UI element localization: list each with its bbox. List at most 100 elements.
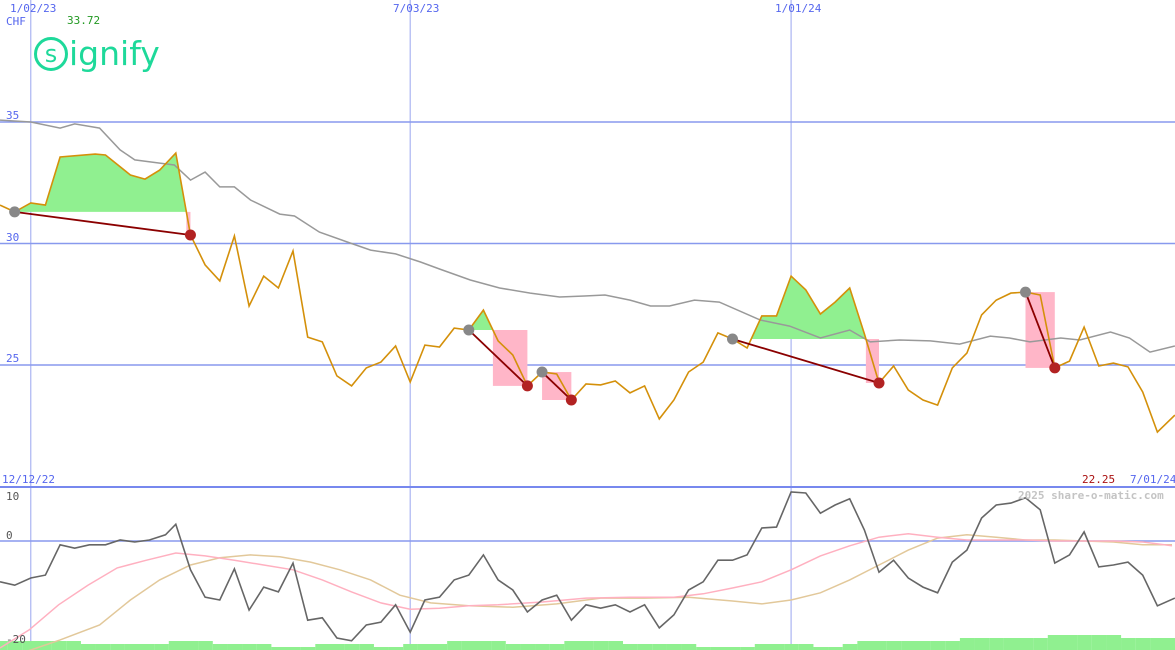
trade-gain-area-0 — [14, 153, 187, 212]
volume-bar-49 — [710, 647, 726, 650]
volume-bar-79 — [1150, 638, 1166, 650]
volume-bar-60 — [872, 641, 887, 650]
logo-text: ignify — [69, 34, 160, 73]
volume-bar-78 — [1135, 638, 1151, 650]
volume-bar-70 — [1018, 638, 1034, 650]
volume-bar-48 — [696, 647, 711, 650]
volume-bar-76 — [1106, 635, 1122, 650]
volume-bar-43 — [622, 644, 638, 650]
volume-bar-40 — [579, 641, 594, 650]
volume-bar-12 — [168, 641, 184, 650]
watermark: 2025 share-o-matic.com — [1018, 489, 1164, 502]
volume-bar-38 — [549, 644, 565, 650]
volume-bar-62 — [901, 641, 916, 650]
trade-line-2 — [541, 371, 572, 401]
buy-marker-3 — [727, 333, 738, 345]
volume-bar-15 — [212, 644, 228, 650]
volume-bar-9 — [124, 644, 140, 650]
sell-marker-3 — [873, 377, 885, 389]
volume-bar-67 — [974, 638, 990, 650]
currency-label: CHF — [6, 15, 26, 28]
volume-bar-75 — [1091, 635, 1107, 650]
fast-signal-line — [0, 533, 1173, 649]
volume-bar-33 — [476, 641, 492, 650]
x-tick-label-0: 1/02/23 — [10, 2, 57, 15]
volume-bar-22 — [315, 644, 330, 650]
price-line — [0, 151, 1175, 434]
sell-marker-4 — [1049, 362, 1061, 374]
volume-bar-37 — [535, 644, 550, 650]
volume-bar-5 — [66, 641, 81, 650]
volume-bar-59 — [857, 641, 873, 650]
volume-bar-10 — [139, 644, 155, 650]
volume-bar-56 — [813, 647, 829, 650]
volume-bar-55 — [798, 644, 814, 650]
sell-marker-1 — [521, 380, 533, 392]
volume-bar-32 — [461, 641, 477, 650]
end-date-label: 7/01/24 — [1130, 473, 1175, 486]
volume-bar-28 — [403, 644, 418, 650]
volume-bar-39 — [564, 641, 580, 650]
volume-bar-53 — [769, 644, 785, 650]
volume-bar-26 — [373, 647, 389, 650]
volume-bar-74 — [1077, 635, 1092, 650]
volume-bar-2 — [22, 641, 37, 650]
volume-bar-25 — [359, 644, 374, 650]
volume-bar-51 — [740, 647, 755, 650]
osc-tick-label-minus20: -20 — [6, 633, 26, 646]
y-tick-label-25: 25 — [6, 352, 20, 365]
volume-bar-73 — [1062, 635, 1078, 650]
volume-bar-34 — [491, 641, 506, 650]
volume-bar-11 — [154, 644, 169, 650]
volume-bar-7 — [95, 644, 111, 650]
volume-bar-65 — [945, 641, 960, 650]
volume-bar-23 — [329, 644, 345, 650]
signify-logo: s ignify — [34, 34, 160, 73]
volume-bar-20 — [286, 647, 301, 650]
trade-gain-area-1 — [468, 310, 493, 331]
buy-marker-2 — [536, 366, 548, 378]
x-tick-label-1: 7/03/23 — [393, 2, 440, 15]
volume-bar-61 — [886, 641, 902, 650]
volume-bar-27 — [388, 647, 404, 650]
sell-marker-2 — [565, 394, 577, 406]
volume-bar-8 — [110, 644, 125, 650]
volume-bar-1 — [7, 641, 23, 650]
volume-bar-30 — [432, 644, 448, 650]
volume-bar-24 — [344, 644, 360, 650]
volume-bar-16 — [227, 644, 243, 650]
volume-bar-29 — [417, 644, 433, 650]
volume-bar-50 — [725, 647, 741, 650]
osc-tick-label-10: 10 — [6, 490, 20, 503]
start-date-label: 12/12/22 — [2, 473, 55, 486]
volume-bar-54 — [784, 644, 799, 650]
volume-bar-21 — [300, 647, 316, 650]
buy-marker-0 — [9, 206, 21, 218]
y-tick-label-35: 35 — [6, 109, 20, 122]
volume-bar-46 — [666, 644, 682, 650]
sell-marker-0 — [184, 229, 196, 241]
trade-line-0 — [14, 211, 191, 236]
volume-bar-18 — [256, 644, 272, 650]
slow-signal-line — [28, 534, 1172, 650]
moving-average-line — [0, 119, 1175, 353]
volume-bar-69 — [1003, 638, 1019, 650]
y-tick-label-30: 30 — [6, 231, 20, 244]
trade-line-1 — [468, 329, 529, 387]
volume-bar-47 — [681, 644, 697, 650]
volume-bar-68 — [989, 638, 1004, 650]
logo-s-ring-icon: s — [34, 36, 68, 71]
trade-line-4 — [1024, 291, 1056, 369]
volume-bar-57 — [828, 647, 843, 650]
volume-bar-35 — [505, 644, 521, 650]
volume-bar-45 — [652, 644, 667, 650]
volume-bar-41 — [593, 641, 609, 650]
oscillator-line — [0, 491, 1175, 642]
volume-bar-64 — [930, 641, 946, 650]
volume-bar-36 — [520, 644, 536, 650]
volume-bar-19 — [271, 647, 287, 650]
volume-bar-77 — [1121, 638, 1136, 650]
volume-bar-71 — [1033, 638, 1048, 650]
trade-line-3 — [732, 338, 880, 384]
